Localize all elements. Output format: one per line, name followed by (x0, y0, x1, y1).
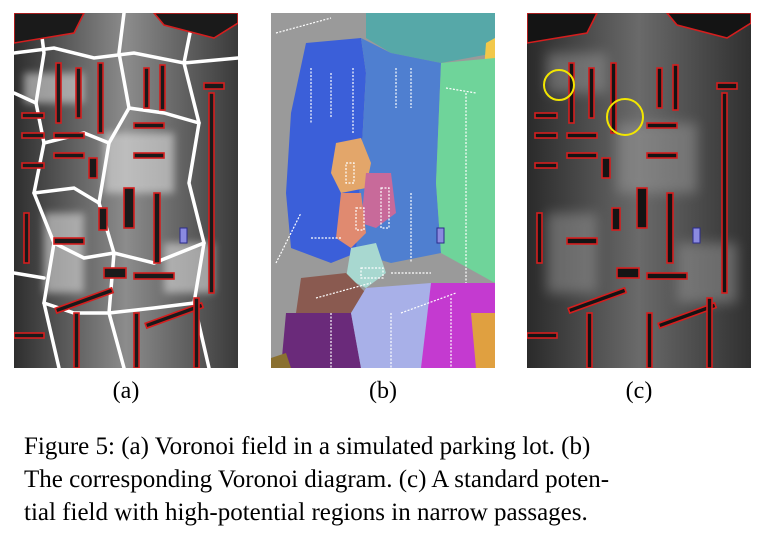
narrow-passage-circle (543, 69, 575, 101)
voronoi-diagram-panel (271, 13, 495, 368)
caption-line: tial field with high-potential regions i… (24, 499, 588, 526)
subfigure-label-b: (b) (369, 378, 397, 404)
vehicle-marker (436, 227, 445, 244)
voronoi-field-image (14, 13, 238, 368)
figure-caption: Figure 5: (a) Voronoi field in a simulat… (24, 430, 744, 529)
potential-field-image (527, 13, 751, 368)
caption-line: Figure 5: (a) Voronoi field in a simulat… (24, 433, 591, 460)
parking-lines (275, 17, 477, 368)
obstacle-outlines (527, 13, 751, 368)
obstacle-outlines (14, 13, 238, 368)
potential-field-panel (527, 13, 751, 368)
vehicle-marker (179, 227, 188, 244)
vehicle-marker (692, 227, 701, 244)
subfigure-label-c: (c) (625, 378, 653, 404)
voronoi-field-panel (14, 13, 238, 368)
narrow-passage-circle (606, 98, 644, 136)
caption-line: The corresponding Voronoi diagram. (c) A… (24, 466, 610, 493)
subfigure-label-a: (a) (112, 378, 140, 404)
voronoi-diagram-image (271, 13, 495, 368)
